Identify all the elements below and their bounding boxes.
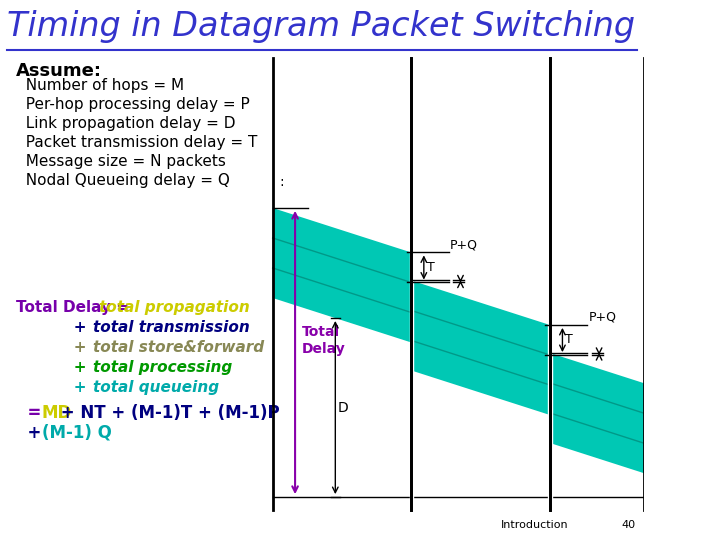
Text: 40: 40	[621, 520, 636, 530]
Text: P+Q: P+Q	[450, 239, 478, 252]
Text: Packet transmission delay = T: Packet transmission delay = T	[16, 135, 258, 150]
Polygon shape	[550, 353, 653, 476]
Text: total processing: total processing	[93, 360, 232, 375]
Text: +: +	[16, 424, 48, 442]
Text: Assume:: Assume:	[16, 62, 102, 80]
Text: Total
Delay: Total Delay	[302, 326, 346, 356]
Text: total queueing: total queueing	[93, 380, 219, 395]
Text: +: +	[16, 320, 92, 335]
Text: + NT + (M-1)T + (M-1)P: + NT + (M-1)T + (M-1)P	[55, 404, 279, 422]
Polygon shape	[273, 208, 411, 342]
Text: Total Delay =: Total Delay =	[16, 300, 135, 315]
Text: Message size = N packets: Message size = N packets	[16, 154, 226, 169]
Text: Timing in Datagram Packet Switching: Timing in Datagram Packet Switching	[7, 10, 635, 43]
Text: Introduction: Introduction	[500, 520, 568, 530]
Text: Per-hop processing delay = P: Per-hop processing delay = P	[16, 97, 250, 112]
Text: MD: MD	[42, 404, 72, 422]
Text: T: T	[426, 261, 434, 274]
Text: :: :	[280, 175, 284, 189]
Text: T: T	[565, 334, 573, 347]
Text: total transmission: total transmission	[93, 320, 250, 335]
Text: Nodal Queueing delay = Q: Nodal Queueing delay = Q	[16, 173, 230, 188]
Text: +: +	[16, 360, 92, 375]
Text: +: +	[16, 380, 92, 395]
Text: Link propagation delay = D: Link propagation delay = D	[16, 116, 235, 131]
Text: P+Q: P+Q	[588, 311, 616, 324]
Text: (M-1) Q: (M-1) Q	[42, 424, 112, 442]
Text: Number of hops = M: Number of hops = M	[16, 78, 184, 93]
Text: total store&forward: total store&forward	[93, 340, 264, 355]
Text: +: +	[16, 340, 92, 355]
Text: total propagation: total propagation	[99, 300, 249, 315]
Polygon shape	[411, 280, 550, 415]
Text: =: =	[16, 404, 48, 422]
Text: D: D	[338, 401, 348, 415]
